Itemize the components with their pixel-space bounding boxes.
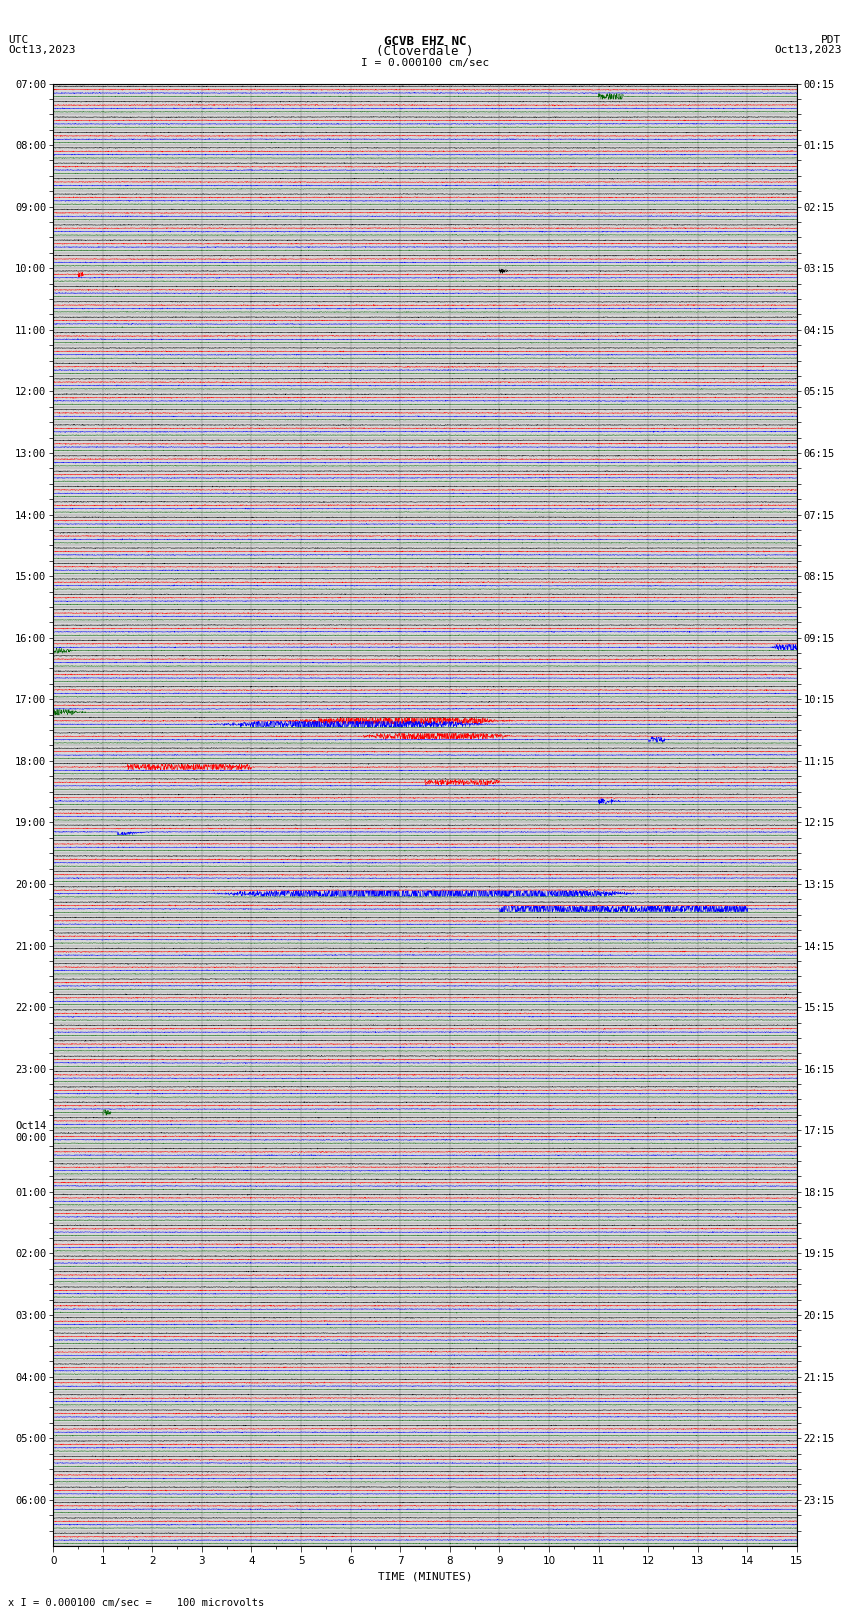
Text: PDT: PDT <box>821 35 842 45</box>
Text: (Cloverdale ): (Cloverdale ) <box>377 45 473 58</box>
Text: GCVB EHZ NC: GCVB EHZ NC <box>383 35 467 48</box>
Text: Oct13,2023: Oct13,2023 <box>8 45 76 55</box>
X-axis label: TIME (MINUTES): TIME (MINUTES) <box>377 1573 473 1582</box>
Text: I = 0.000100 cm/sec: I = 0.000100 cm/sec <box>361 58 489 68</box>
Text: x I = 0.000100 cm/sec =    100 microvolts: x I = 0.000100 cm/sec = 100 microvolts <box>8 1598 264 1608</box>
Text: UTC: UTC <box>8 35 29 45</box>
Text: Oct13,2023: Oct13,2023 <box>774 45 842 55</box>
